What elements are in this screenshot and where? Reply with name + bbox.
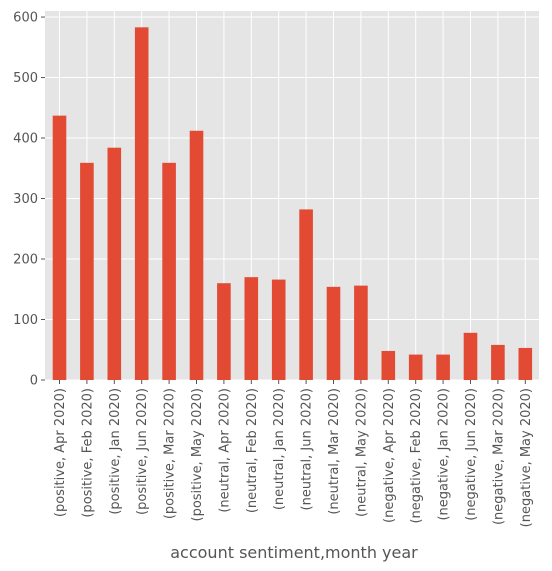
x-tick-label: (neutral, Apr 2020) — [217, 388, 232, 513]
y-tick-label: 600 — [13, 11, 38, 26]
x-tick-label: (neutral, Feb 2020) — [245, 388, 260, 513]
y-tick-label: 500 — [13, 71, 38, 86]
x-tick-label: (positive, Jun 2020) — [135, 388, 150, 515]
y-tick-label: 0 — [30, 374, 38, 389]
bar — [271, 279, 286, 380]
y-tick-label: 200 — [13, 253, 38, 268]
bar — [354, 285, 368, 380]
y-tick-label: 100 — [13, 313, 38, 328]
y-tick-label: 400 — [13, 132, 38, 147]
x-tick-label: (negative, Mar 2020) — [491, 388, 506, 525]
bar — [162, 162, 176, 380]
x-tick-label: (positive, Feb 2020) — [80, 388, 95, 518]
bar — [436, 354, 450, 380]
x-tick-label: (negative, Apr 2020) — [382, 388, 397, 523]
bar — [463, 332, 478, 380]
x-tick-label: (positive, Jan 2020) — [108, 388, 123, 515]
x-tick-label: (neutral, Jun 2020) — [300, 388, 315, 510]
bar — [217, 283, 231, 380]
bar — [326, 286, 341, 380]
x-tick-label: (neutral, May 2020) — [354, 388, 369, 517]
x-tick-label: (neutral, Mar 2020) — [327, 388, 342, 515]
x-axis-title: account sentiment,month year — [170, 543, 418, 562]
x-tick-label: (negative, Feb 2020) — [409, 388, 424, 524]
x-axis: (positive, Apr 2020) (positive, Feb 2020)… — [53, 380, 534, 527]
bar — [80, 162, 94, 380]
bar — [491, 344, 505, 380]
bar — [408, 354, 423, 380]
x-tick-label: (positive, Apr 2020) — [53, 388, 68, 517]
bars — [52, 27, 533, 380]
x-tick-label: (negative, Jan 2020) — [437, 388, 452, 521]
bar — [52, 115, 67, 380]
bar — [381, 350, 396, 380]
x-tick-label: (positive, Mar 2020) — [163, 388, 178, 519]
y-tick-label: 300 — [13, 192, 38, 207]
x-tick-label: (positive, May 2020) — [190, 388, 205, 522]
plot-background — [45, 11, 539, 380]
x-tick-label: (neutral, Jan 2020) — [272, 388, 287, 510]
y-axis: 0 100 200 300 400 500 600 — [13, 11, 45, 389]
x-tick-label: (negative, Jun 2020) — [464, 388, 479, 521]
bar — [189, 130, 204, 380]
bar — [107, 147, 122, 380]
bar — [134, 27, 149, 380]
x-tick-label: (negative, May 2020) — [519, 388, 534, 527]
bar — [244, 277, 259, 380]
bar — [518, 347, 533, 380]
bar — [299, 209, 313, 380]
